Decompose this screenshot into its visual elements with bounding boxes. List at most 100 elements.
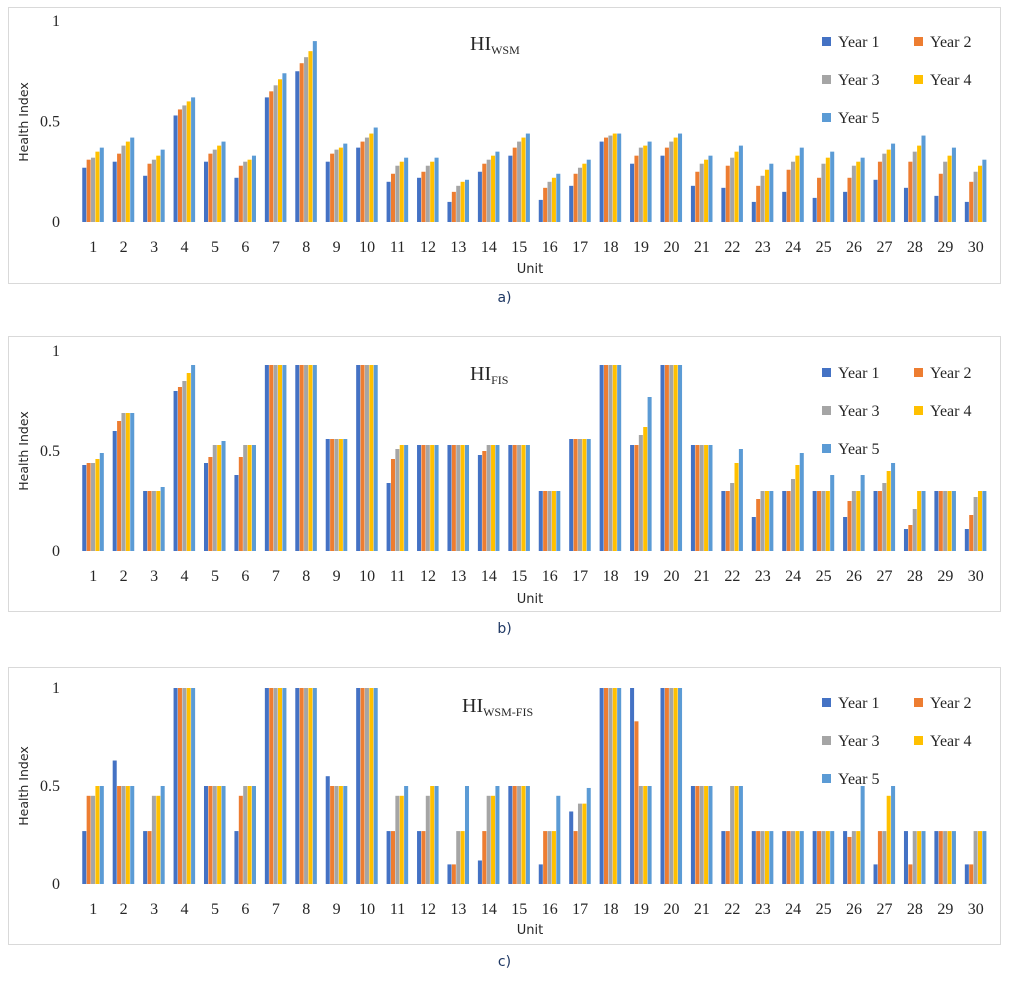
bar <box>908 864 913 884</box>
bar <box>217 786 222 884</box>
x-tick-label: 28 <box>907 239 923 256</box>
bar <box>943 831 948 884</box>
y-axis-title: Health Index <box>16 411 31 490</box>
bar <box>664 688 669 884</box>
bar <box>721 187 726 222</box>
bar <box>964 529 969 551</box>
bar <box>173 391 178 551</box>
bar <box>577 167 582 222</box>
bar <box>630 688 635 884</box>
bar <box>799 453 804 551</box>
bar <box>843 191 848 222</box>
bar <box>343 439 348 551</box>
bar <box>330 786 335 884</box>
bar <box>295 71 300 222</box>
bar <box>278 365 283 551</box>
bar <box>360 365 365 551</box>
bar <box>886 471 891 551</box>
bar <box>630 163 635 222</box>
bar <box>586 439 591 551</box>
bar <box>251 155 256 222</box>
bar <box>877 161 882 222</box>
bar <box>830 831 835 884</box>
bar <box>456 445 461 551</box>
x-tick-label: 18 <box>603 901 619 918</box>
bar <box>430 161 435 222</box>
bar <box>477 171 482 222</box>
bar <box>917 145 922 222</box>
bar <box>312 688 317 884</box>
bar <box>582 163 587 222</box>
bar <box>708 445 713 551</box>
legend-label: Year 3 <box>838 733 879 750</box>
bar <box>647 141 652 222</box>
bar <box>421 171 426 222</box>
bar <box>399 795 404 884</box>
bar <box>612 688 617 884</box>
bar <box>812 831 817 884</box>
bar <box>938 831 943 884</box>
bar <box>451 445 456 551</box>
bar <box>764 831 769 884</box>
bar <box>708 155 713 222</box>
legend-label: Year 4 <box>930 403 971 420</box>
x-tick-label: 8 <box>302 901 310 918</box>
bar <box>921 135 926 222</box>
bar <box>690 185 695 222</box>
bar <box>251 445 256 551</box>
bar <box>160 487 165 551</box>
bar <box>908 525 913 551</box>
bar <box>769 491 774 551</box>
bar <box>173 115 178 222</box>
bar <box>704 786 709 884</box>
bar <box>251 786 256 884</box>
bar <box>673 137 678 222</box>
x-tick-label: 10 <box>359 239 375 256</box>
bar <box>669 688 674 884</box>
bar <box>425 165 430 222</box>
bar <box>934 831 939 884</box>
bar <box>903 187 908 222</box>
bar <box>617 133 622 222</box>
y-tick-label: 0 <box>52 876 60 893</box>
bar <box>160 786 165 884</box>
bar <box>456 185 461 222</box>
bar <box>599 688 604 884</box>
bar <box>386 831 391 884</box>
bar <box>373 365 378 551</box>
bar <box>456 831 461 884</box>
bar <box>982 831 987 884</box>
x-tick-label: 27 <box>876 568 892 585</box>
bar <box>517 445 522 551</box>
bar <box>243 786 248 884</box>
bar <box>882 831 887 884</box>
legend-label: Year 5 <box>838 771 879 788</box>
bar <box>364 365 369 551</box>
bar <box>203 161 209 222</box>
x-tick-label: 16 <box>542 901 558 918</box>
x-tick-label: 17 <box>572 239 588 256</box>
bar <box>673 365 678 551</box>
bar <box>191 365 196 551</box>
bar <box>817 491 822 551</box>
bar <box>638 147 643 222</box>
x-tick-label: 11 <box>390 568 405 585</box>
bar <box>704 159 709 222</box>
bar <box>825 157 830 222</box>
bar <box>282 688 287 884</box>
bar <box>643 145 648 222</box>
bar <box>708 786 713 884</box>
x-tick-label: 13 <box>450 568 466 585</box>
bar <box>903 529 908 551</box>
x-tick-label: 12 <box>420 239 436 256</box>
x-tick-label: 26 <box>846 568 862 585</box>
bar <box>573 439 578 551</box>
bar <box>247 445 252 551</box>
bar <box>395 449 400 551</box>
bar <box>399 445 404 551</box>
bar <box>464 179 470 222</box>
bar <box>617 688 622 884</box>
bar <box>221 441 226 551</box>
bar <box>143 491 148 551</box>
bar <box>399 161 404 222</box>
